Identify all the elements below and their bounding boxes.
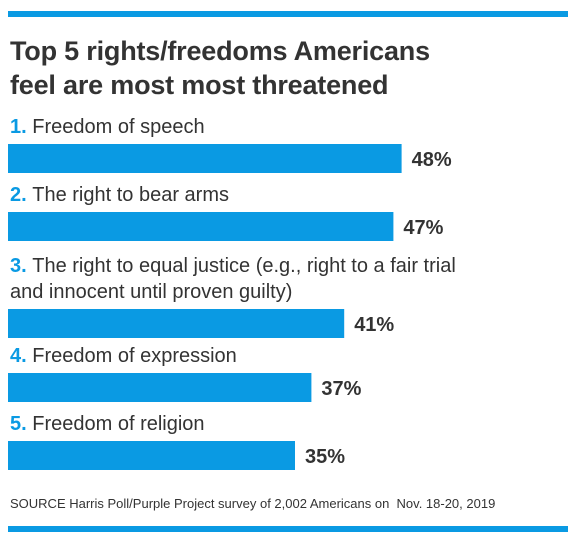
bar-label-3: 3. The right to equal justice (e.g., rig… [10, 255, 456, 277]
bar-group-1: 1. Freedom of speech 48% [8, 116, 452, 173]
bar-label-4: 4. Freedom of expression [10, 345, 237, 367]
title-line-2: feel are most most threatened [10, 70, 389, 100]
bar-label-1: 1. Freedom of speech [10, 116, 205, 138]
value-label-1: 48% [412, 149, 452, 171]
bar-group-4: 4. Freedom of expression 37% [8, 345, 362, 402]
rank-number: 1. [10, 116, 32, 138]
chart-title: Top 5 rights/freedoms Americans feel are… [10, 34, 560, 102]
label-text: The right to equal justice (e.g., right … [32, 255, 456, 277]
top-rule [8, 11, 568, 17]
bar-group-5: 5. Freedom of religion 35% [8, 413, 345, 470]
value-label-5: 35% [305, 446, 345, 468]
label-text: Freedom of expression [32, 345, 237, 367]
bar-2 [8, 212, 394, 241]
bar-label-3-line-2: and innocent until proven guilty) [10, 281, 292, 303]
bar-1 [8, 144, 402, 173]
rank-number: 4. [10, 345, 32, 367]
label-text: Freedom of speech [32, 116, 204, 138]
bar-group-3: 3. The right to equal justice (e.g., rig… [8, 255, 456, 338]
title-line-1: Top 5 rights/freedoms Americans [10, 36, 430, 66]
value-label-4: 37% [321, 378, 361, 400]
rank-number: 5. [10, 413, 32, 435]
label-text: Freedom of religion [32, 413, 204, 435]
source-note: SOURCE Harris Poll/Purple Project survey… [10, 496, 496, 511]
bar-group-2: 2. The right to bear arms 47% [8, 184, 444, 241]
value-label-2: 47% [403, 217, 443, 239]
label-text: and innocent until proven guilty) [10, 281, 292, 303]
bar-3 [8, 309, 345, 338]
rank-number: 2. [10, 184, 32, 206]
label-text: The right to bear arms [32, 184, 229, 206]
rank-number: 3. [10, 255, 32, 277]
value-label-3: 41% [354, 314, 394, 336]
bar-label-2: 2. The right to bear arms [10, 184, 229, 206]
bar-label-5: 5. Freedom of religion [10, 413, 205, 435]
bar-4 [8, 373, 312, 402]
bar-5 [8, 441, 295, 470]
bottom-rule [8, 526, 568, 532]
